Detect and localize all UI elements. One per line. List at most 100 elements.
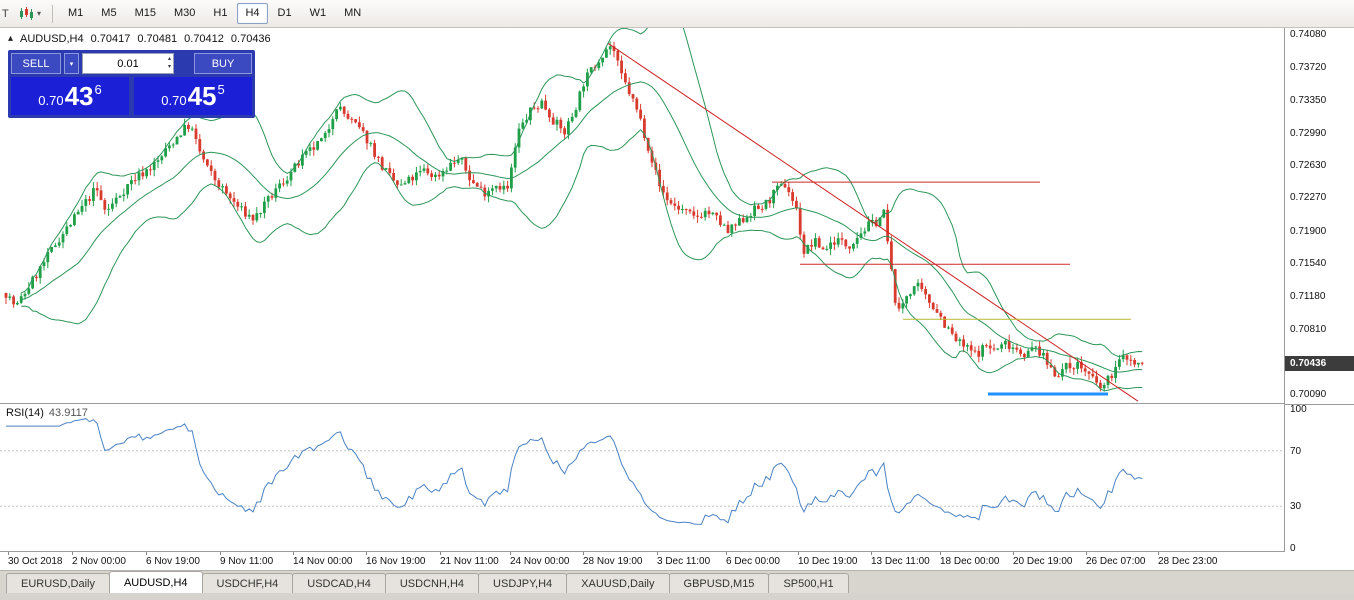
timeframe-button-m5[interactable]: M5: [101, 7, 117, 19]
chart-type-button[interactable]: ▾: [14, 4, 46, 23]
price-axis-label: 0.74080: [1290, 29, 1327, 41]
time-axis-label: 26 Dec 07:00: [1086, 556, 1146, 567]
status-strip: [0, 593, 1354, 600]
toolbar-clipped-item[interactable]: T: [2, 7, 9, 20]
price-axis-label: 0.72990: [1290, 127, 1327, 139]
time-axis-tick: [940, 552, 941, 555]
trendline[interactable]: [607, 42, 1139, 402]
ohlc-low: 0.70412: [184, 33, 224, 45]
buy-button[interactable]: BUY: [194, 53, 252, 74]
chart-header: ▴ AUDUSD,H4 0.70417 0.70481 0.70412 0.70…: [8, 33, 271, 45]
chart-tab-usdjpy-h4[interactable]: USDJPY,H4: [478, 573, 568, 593]
rsi-axis-label: 70: [1290, 445, 1302, 457]
rsi-name: RSI(14): [6, 407, 44, 419]
pane-divider: [1285, 404, 1354, 405]
timeframe-button-h4[interactable]: H4: [237, 3, 268, 24]
chart-objects[interactable]: [607, 42, 1139, 402]
time-axis-label: 2 Nov 00:00: [72, 556, 126, 567]
time-axis-tick: [871, 552, 872, 555]
chart-tab-usdchf-h4[interactable]: USDCHF,H4: [201, 573, 294, 593]
chart-tab-bar: EURUSD,Daily AUDUSD,H4 USDCHF,H4 USDCAD,H4 U…: [0, 571, 1354, 593]
chart-tab-audusd-h4[interactable]: AUDUSD,H4: [108, 571, 203, 593]
time-axis[interactable]: 30 Oct 2018 2 Nov 00:00 6 Nov 19:00 9 Nov 1…: [0, 552, 1354, 571]
timeframe-button-m30[interactable]: M30: [173, 7, 196, 19]
rsi-chart[interactable]: [0, 404, 1284, 551]
time-axis-tick: [220, 552, 221, 555]
chart-tab-sp500-h1[interactable]: SP500,H1: [768, 573, 849, 593]
time-axis-label: 21 Nov 11:00: [440, 556, 499, 567]
lot-size-value: 0.01: [117, 57, 139, 70]
time-axis-label: 20 Dec 19:00: [1013, 556, 1073, 567]
chart-tab-gbpusd-m15[interactable]: GBPUSD,M15: [668, 573, 770, 593]
lot-size-field[interactable]: 0.01 ▴ ▾: [82, 53, 174, 74]
sell-price-display[interactable]: 0.70 43 6: [11, 77, 129, 115]
chart-tab-xauusd-daily[interactable]: XAUUSD,Daily: [566, 573, 670, 593]
buy-price-pips: 45: [187, 81, 217, 111]
time-axis-tick: [440, 552, 441, 555]
lot-dropdown-button[interactable]: ▾: [64, 53, 79, 74]
price-axis-label: 0.72270: [1290, 192, 1327, 204]
lot-increase-button[interactable]: ▴: [167, 55, 171, 62]
sell-price-pips: 43: [64, 81, 94, 111]
time-axis-label: 28 Nov 19:00: [583, 556, 643, 567]
price-axis-label: 0.70810: [1290, 324, 1327, 335]
rsi-axis-label: 30: [1290, 501, 1302, 513]
price-axis[interactable]: 0.74080 0.73720 0.73350 0.72990 0.72630 0.722…: [1284, 28, 1354, 554]
chart-tab-eurusd-daily[interactable]: EURUSD,Daily: [6, 573, 110, 593]
rsi-axis-label: 0: [1290, 543, 1296, 554]
time-axis-tick: [726, 552, 727, 555]
chart-tab-usdcad-h4[interactable]: USDCAD,H4: [292, 573, 386, 593]
time-axis-label: 6 Nov 19:00: [146, 556, 200, 567]
price-axis-label: 0.72630: [1290, 159, 1327, 171]
time-axis-label: 16 Nov 19:00: [366, 556, 426, 567]
time-axis-label: 6 Dec 00:00: [726, 556, 780, 567]
sell-price-pipette: 6: [94, 82, 102, 97]
lot-decrease-button[interactable]: ▾: [167, 63, 171, 70]
time-axis-tick: [8, 552, 9, 555]
timeframe-button-m1[interactable]: M1: [68, 7, 84, 19]
time-axis-tick: [146, 552, 147, 555]
candlestick-chart[interactable]: [0, 28, 1284, 403]
time-axis-label: 30 Oct 2018: [8, 556, 63, 567]
rsi-label: RSI(14) 43.9117: [6, 407, 88, 419]
rsi-indicator-pane[interactable]: RSI(14) 43.9117: [0, 404, 1284, 552]
one-click-panel-toggle[interactable]: ▴: [8, 33, 14, 44]
time-axis-tick: [366, 552, 367, 555]
price-axis-label: 0.70090: [1290, 388, 1327, 400]
buy-price-pipette: 5: [217, 82, 225, 97]
one-click-trade-panel: SELL ▾ 0.01 ▴ ▾ BUY 0.70 43 6 0.70 45 5: [8, 50, 255, 118]
chart-tab-usdcnh-h4[interactable]: USDCNH,H4: [384, 573, 480, 593]
timeframe-button-m15[interactable]: M15: [134, 7, 156, 19]
symbol-period-label: AUDUSD,H4: [20, 33, 84, 45]
timeframe-button-mn[interactable]: MN: [344, 7, 362, 19]
time-axis-tick: [1013, 552, 1014, 555]
time-axis-tick: [583, 552, 584, 555]
bollinger-bands: [21, 28, 1143, 392]
main-chart-pane[interactable]: ▴ AUDUSD,H4 0.70417 0.70481 0.70412 0.70…: [0, 28, 1284, 404]
time-axis-label: 9 Nov 11:00: [220, 556, 274, 567]
timeframe-buttons: M1 M5 M15 M30 H1 H4 D1 W1 MN: [59, 3, 370, 24]
sell-price-big-figure: 0.70: [38, 93, 64, 108]
time-axis-tick: [293, 552, 294, 555]
time-axis-label: 10 Dec 19:00: [798, 556, 858, 567]
price-axis-label: 0.71540: [1290, 258, 1327, 270]
rsi-axis-label: 100: [1290, 404, 1307, 415]
sell-button[interactable]: SELL: [11, 53, 61, 74]
time-axis-label: 18 Dec 00:00: [940, 556, 1000, 567]
price-axis-label: 0.73720: [1290, 61, 1327, 73]
rsi-value: 43.9117: [48, 407, 88, 419]
time-axis-label: 28 Dec 23:00: [1158, 556, 1218, 567]
ohlc-high: 0.70481: [137, 33, 178, 45]
chart-type-icon: [20, 7, 33, 20]
buy-price-display[interactable]: 0.70 45 5: [134, 77, 252, 115]
time-axis-tick: [798, 552, 799, 555]
price-axis-label: 0.71180: [1290, 290, 1326, 302]
time-axis-label: 14 Nov 00:00: [293, 556, 353, 567]
timeframe-button-w1[interactable]: W1: [309, 7, 327, 19]
ohlc-close: 0.70436: [230, 33, 271, 45]
timeframe-button-h1[interactable]: H1: [213, 7, 228, 19]
time-axis-label: 13 Dec 11:00: [871, 556, 930, 567]
timeframe-button-d1[interactable]: D1: [277, 7, 292, 19]
time-axis-tick: [1086, 552, 1087, 555]
time-axis-label: 3 Dec 11:00: [657, 556, 711, 567]
